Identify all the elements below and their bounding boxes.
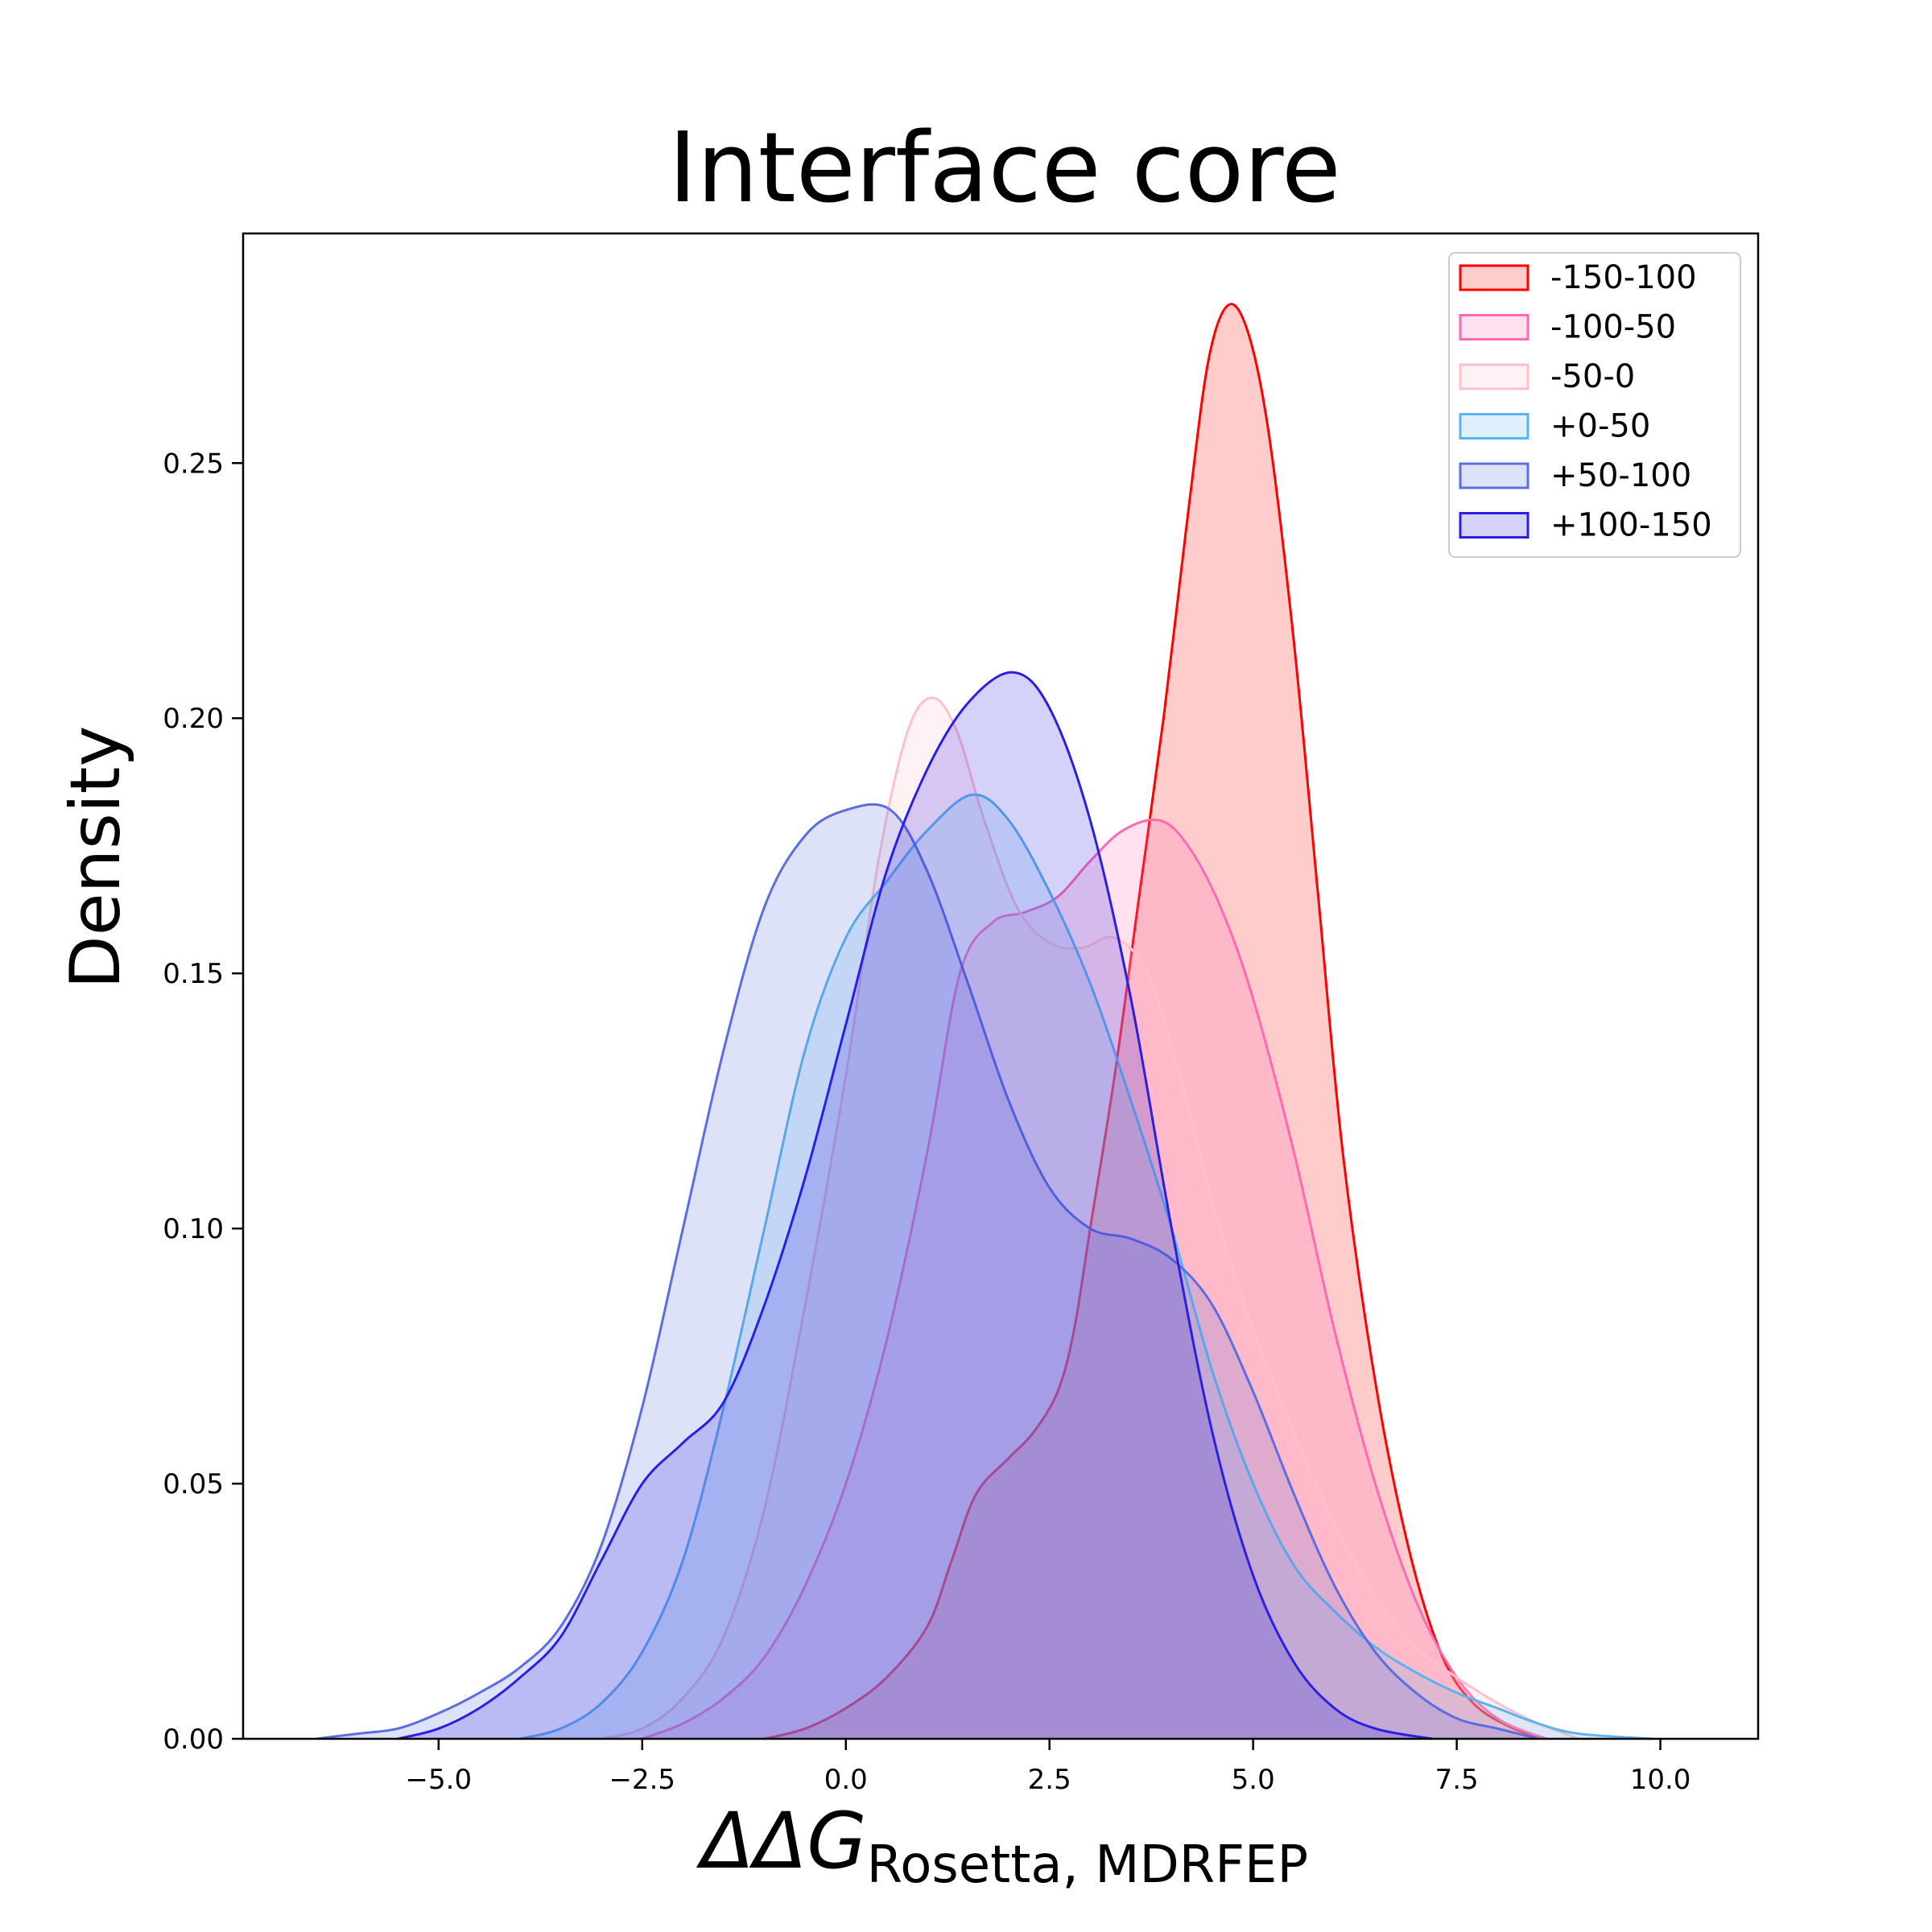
x-tick-label: 7.5 — [1435, 1764, 1479, 1796]
series-6 — [397, 671, 1433, 1740]
series-area-5 — [316, 804, 1538, 1739]
x-tick-label: 5.0 — [1232, 1764, 1275, 1796]
legend-swatch — [1459, 264, 1530, 291]
series-area-2 — [642, 819, 1546, 1740]
y-tick-label: 0.15 — [163, 958, 224, 990]
series-area-4 — [520, 795, 1653, 1739]
x-tick-label: 10.0 — [1630, 1764, 1691, 1796]
x-tick-label: −5.0 — [406, 1764, 473, 1796]
series-3 — [601, 696, 1579, 1740]
legend-label: -150-100 — [1550, 259, 1697, 296]
x-axis-ticks: −5.0 −2.5 0.0 2.5 5.0 7.5 10.0 — [406, 1739, 1691, 1796]
series-line-5 — [316, 803, 1539, 1740]
series-5 — [316, 803, 1539, 1740]
plot-frame — [242, 232, 1760, 1740]
x-tick-label: 2.5 — [1028, 1764, 1071, 1796]
y-axis-title: Density — [56, 726, 136, 989]
legend-label: -50-0 — [1550, 358, 1635, 395]
chart-title: Interface core — [668, 113, 1340, 225]
legend-label: +50-100 — [1550, 457, 1691, 494]
legend-frame — [1448, 252, 1741, 558]
legend-label: +0-50 — [1550, 408, 1650, 445]
legend: -150-100 -100-50 -50-0 +0-50 +50-100 +100-150 — [1448, 252, 1741, 558]
legend-swatch — [1459, 413, 1530, 440]
x-tick-label: −2.5 — [609, 1764, 676, 1796]
legend-swatch — [1459, 462, 1530, 489]
y-tick-label: 0.00 — [163, 1724, 224, 1756]
series-area-1 — [764, 303, 1546, 1740]
legend-label: +100-150 — [1550, 507, 1712, 544]
legend-swatch — [1459, 512, 1530, 539]
y-tick-label: 0.25 — [163, 448, 224, 480]
legend-swatch — [1459, 363, 1530, 390]
series-layer — [316, 303, 1653, 1740]
x-axis-title: ΔΔGRosetta, MDRFEP — [696, 1796, 1308, 1895]
legend-label: -100-50 — [1550, 309, 1676, 346]
series-1 — [764, 303, 1547, 1740]
series-4 — [519, 793, 1653, 1740]
series-line-4 — [519, 793, 1653, 1740]
y-axis-ticks: 0.00 0.05 0.10 0.15 0.20 0.25 — [163, 448, 243, 1756]
y-tick-label: 0.10 — [163, 1213, 224, 1245]
y-tick-label: 0.05 — [163, 1468, 224, 1501]
x-tick-label: 0.0 — [824, 1764, 868, 1796]
series-line-3 — [601, 696, 1579, 1740]
series-line-6 — [397, 671, 1433, 1740]
series-area-6 — [398, 672, 1433, 1739]
series-line-1 — [764, 303, 1547, 1740]
legend-swatch — [1459, 314, 1530, 341]
series-area-3 — [601, 697, 1579, 1740]
y-tick-label: 0.20 — [163, 703, 224, 735]
